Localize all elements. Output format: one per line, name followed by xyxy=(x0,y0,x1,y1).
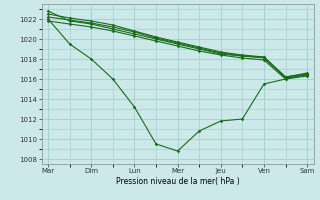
X-axis label: Pression niveau de la mer( hPa ): Pression niveau de la mer( hPa ) xyxy=(116,177,239,186)
